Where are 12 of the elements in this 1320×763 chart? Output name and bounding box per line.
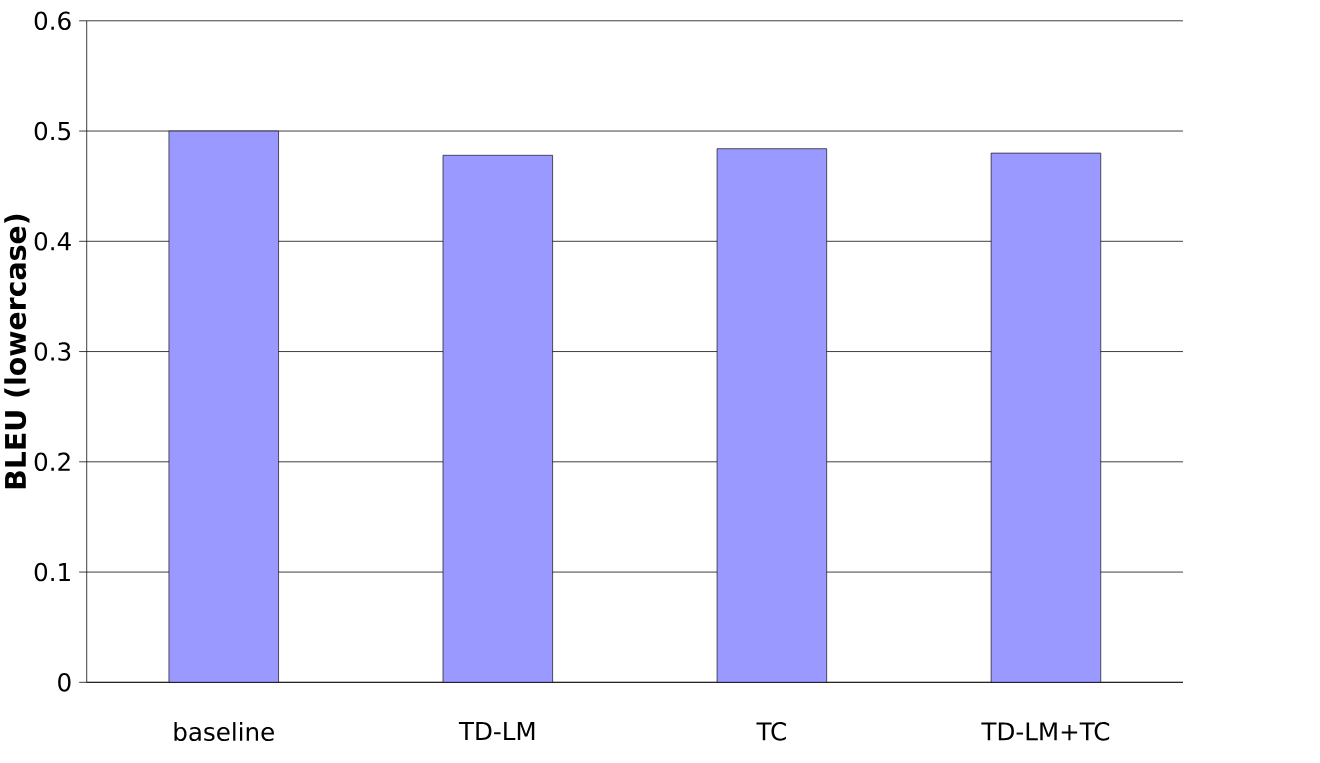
x-tick-label: TD-LM bbox=[458, 722, 535, 741]
y-axis-title: BLEU (lowercase) bbox=[4, 214, 30, 489]
y-tick-label: 0.3 bbox=[34, 342, 71, 362]
x-tick-label: baseline bbox=[174, 722, 274, 742]
y-tick-label: 0.6 bbox=[34, 11, 71, 31]
y-tick-label: 0 bbox=[58, 673, 71, 692]
y-tick-label: 0.1 bbox=[34, 562, 70, 582]
x-tick-label: TD-LM+TC bbox=[981, 722, 1110, 741]
x-tick-label: TC bbox=[756, 722, 786, 741]
y-tick-label: 0.5 bbox=[34, 121, 71, 141]
y-tick-label: 0.2 bbox=[34, 452, 70, 472]
y-tick-label: 0.4 bbox=[34, 232, 71, 251]
